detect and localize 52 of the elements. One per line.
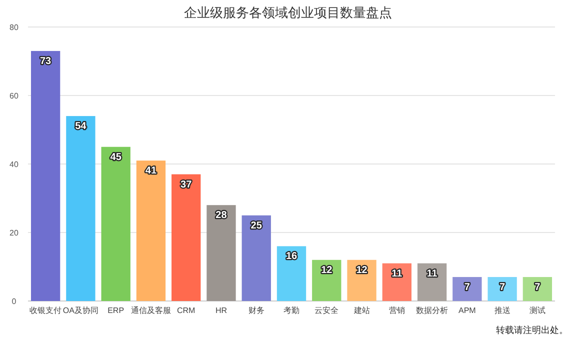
data-label: 12 — [356, 264, 368, 276]
bar — [30, 50, 60, 301]
data-label: 25 — [250, 220, 262, 232]
data-label: 7 — [464, 282, 470, 294]
x-tick-label: 财务 — [248, 306, 264, 315]
data-label: 12 — [321, 264, 333, 276]
y-tick-label: 0 — [12, 297, 17, 306]
y-tick-label: 80 — [10, 23, 19, 32]
x-tick-label: HR — [215, 306, 228, 315]
data-label: 37 — [180, 179, 192, 190]
bar — [452, 277, 482, 301]
bar — [276, 246, 306, 301]
data-label: 28 — [216, 210, 228, 222]
bar — [66, 116, 96, 301]
data-label: 11 — [392, 268, 403, 280]
text: 转载请注明出处。 — [496, 325, 568, 335]
bar — [172, 174, 201, 301]
data-label: 54 — [75, 121, 87, 132]
bar — [522, 277, 552, 301]
x-tick-label: 数据分析 — [416, 306, 448, 315]
bar — [347, 260, 376, 301]
x-tick-label: APM — [458, 306, 476, 315]
bar — [488, 277, 517, 301]
data-label: 11 — [426, 268, 438, 280]
data-label: 45 — [110, 152, 122, 163]
bar — [417, 263, 447, 301]
x-tick-label: ERP — [108, 306, 124, 315]
x-tick-label: 通信及客服 — [130, 306, 171, 315]
bar — [101, 146, 130, 301]
data-label: 7 — [534, 282, 541, 294]
x-tick-label: 收银支付 — [30, 306, 62, 315]
y-tick-label: 40 — [10, 160, 19, 169]
data-label: 41 — [145, 166, 157, 177]
x-tick-label: CRM — [176, 306, 196, 315]
chart-title: 企业级服务各领域创业项目数量盘点 — [184, 5, 392, 20]
x-tick-label: 考勤 — [284, 306, 300, 315]
data-label: 16 — [286, 251, 298, 262]
bar — [206, 205, 236, 301]
data-label: 7 — [500, 282, 506, 294]
bar — [382, 263, 412, 301]
x-tick-label: OA及协同 — [62, 306, 98, 315]
y-tick-label: 60 — [10, 92, 19, 100]
x-tick-label: 推送 — [494, 306, 510, 315]
bar — [242, 215, 271, 301]
x-tick-label: 云安全 — [314, 306, 339, 315]
bar — [136, 160, 166, 301]
x-tick-label: 建站 — [352, 306, 370, 315]
x-tick-label: 测试 — [529, 306, 546, 315]
y-tick-label: 20 — [10, 228, 19, 238]
bar — [312, 260, 342, 301]
data-label: 73 — [40, 56, 52, 67]
x-tick-label: 营销 — [388, 306, 405, 315]
